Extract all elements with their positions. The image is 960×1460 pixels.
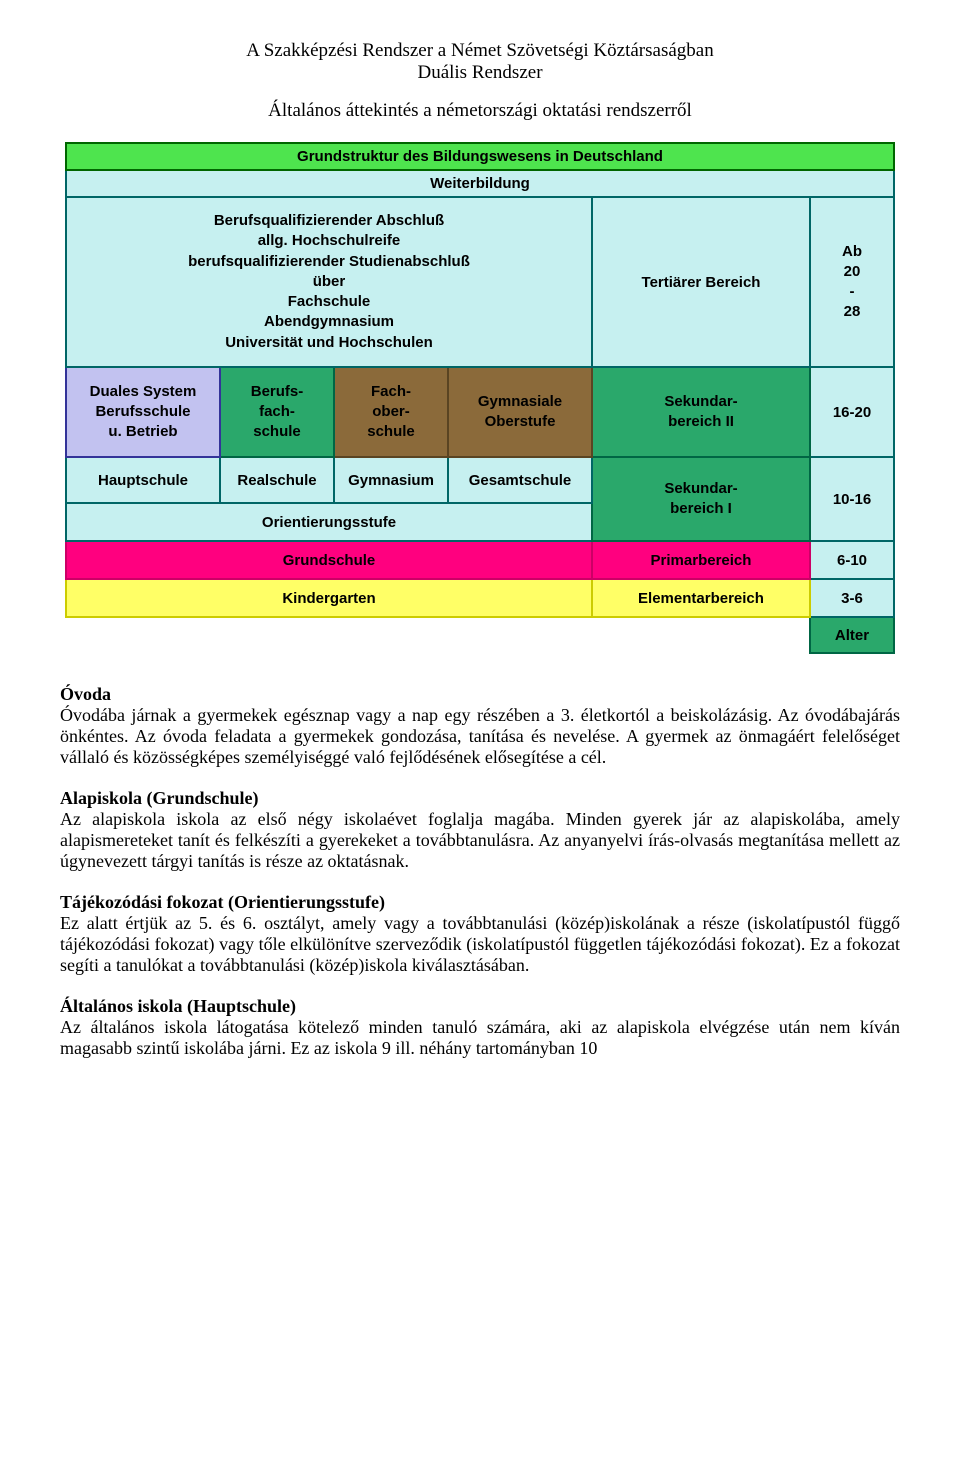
- sek1-haupt: Hauptschule: [66, 457, 220, 503]
- weiterbildung-cell: Weiterbildung: [66, 170, 894, 197]
- sek1-gym: Gymnasium: [334, 457, 448, 503]
- tertiary-line-0: Berufsqualifizierender Abschluß: [214, 212, 444, 229]
- title-line-3: Általános áttekintés a németországi okta…: [60, 100, 900, 122]
- tertiary-line-4: Fachschule: [288, 293, 371, 310]
- section-tajekozodas: Tájékozódási fokozat (Orientierungsstufe…: [60, 892, 900, 976]
- title-line-1: A Szakképzési Rendszer a Német Szövetség…: [60, 40, 900, 62]
- section-altalanos-body: Az általános iskola látogatása kötelező …: [60, 1017, 900, 1059]
- title-line-2: Duális Rendszer: [60, 62, 900, 84]
- section-alapiskola: Alapiskola (Grundschule) Az alapiskola i…: [60, 788, 900, 872]
- alter-label-cell: Alter: [810, 617, 894, 653]
- diagram-header: Grundstruktur des Bildungswesens in Deut…: [66, 143, 894, 170]
- sek2-cell-gymnasiale: GymnasialeOberstufe: [448, 367, 592, 457]
- section-altalanos-heading: Általános iskola (Hauptschule): [60, 996, 900, 1017]
- section-ovoda: Óvoda Óvodába járnak a gyermekek egészna…: [60, 684, 900, 768]
- kindergarten-cell: Kindergarten: [66, 579, 592, 617]
- section-alapiskola-body: Az alapiskola iskola az első négy iskola…: [60, 809, 900, 872]
- sek2-cell-fachober: Fach-ober-schule: [334, 367, 448, 457]
- elementarbereich-cell: Elementarbereich: [592, 579, 810, 617]
- section-alapiskola-heading: Alapiskola (Grundschule): [60, 788, 900, 809]
- sek1-real: Realschule: [220, 457, 334, 503]
- tertiary-mid-cell: Tertiärer Bereich: [592, 197, 810, 367]
- sek2-age-cell: 16-20: [810, 367, 894, 457]
- education-structure-diagram: Grundstruktur des Bildungswesens in Deut…: [65, 142, 895, 654]
- tertiary-line-5: Abendgymnasium: [264, 313, 394, 330]
- orientierungsstufe-cell: Orientierungsstufe: [66, 503, 592, 541]
- section-tajekozodas-heading: Tájékozódási fokozat (Orientierungsstufe…: [60, 892, 900, 913]
- tertiary-line-1: allg. Hochschulreife: [258, 232, 401, 249]
- section-ovoda-heading: Óvoda: [60, 684, 900, 705]
- title-block: A Szakképzési Rendszer a Német Szövetség…: [60, 40, 900, 122]
- tertiary-left-cell: Berufsqualifizierender Abschluß allg. Ho…: [66, 197, 592, 367]
- sek2-cell-bereich: Sekundar-bereich II: [592, 367, 810, 457]
- sek1-gesamt: Gesamtschule: [448, 457, 592, 503]
- section-altalanos: Általános iskola (Hauptschule) Az általá…: [60, 996, 900, 1059]
- sek2-cell-berufsfach: Berufs-fach-schule: [220, 367, 334, 457]
- kinder-age: 3-6: [810, 579, 894, 617]
- grundschule-cell: Grundschule: [66, 541, 592, 579]
- tertiary-age-cell: Ab20-28: [810, 197, 894, 367]
- tertiary-mid-label: Tertiärer Bereich: [642, 274, 761, 291]
- tertiary-line-2: berufsqualifizierender Studienabschluß: [188, 253, 470, 270]
- primarbereich-cell: Primarbereich: [592, 541, 810, 579]
- sek2-cell-duales: Duales SystemBerufsschuleu. Betrieb: [66, 367, 220, 457]
- section-tajekozodas-body: Ez alatt értjük az 5. és 6. osztályt, am…: [60, 913, 900, 976]
- section-ovoda-body: Óvodába járnak a gyermekek egésznap vagy…: [60, 705, 900, 768]
- tertiary-line-6: Universität und Hochschulen: [225, 334, 433, 351]
- sek1-age: 10-16: [810, 457, 894, 541]
- tertiary-line-3: über: [313, 273, 346, 290]
- sek1-bereich: Sekundar-bereich I: [592, 457, 810, 541]
- grund-age: 6-10: [810, 541, 894, 579]
